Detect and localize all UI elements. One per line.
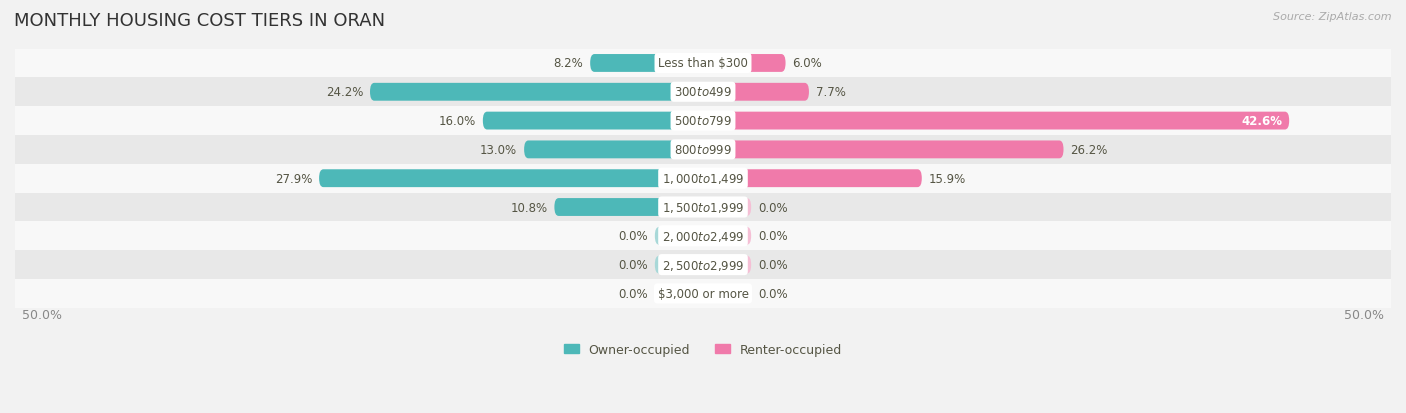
Text: 0.0%: 0.0% bbox=[619, 287, 648, 300]
FancyBboxPatch shape bbox=[15, 251, 1391, 279]
Text: 26.2%: 26.2% bbox=[1070, 144, 1108, 157]
Text: 16.0%: 16.0% bbox=[439, 115, 477, 128]
FancyBboxPatch shape bbox=[703, 141, 1063, 159]
FancyBboxPatch shape bbox=[319, 170, 703, 188]
Text: 50.0%: 50.0% bbox=[22, 309, 62, 322]
Text: 7.7%: 7.7% bbox=[815, 86, 845, 99]
FancyBboxPatch shape bbox=[703, 285, 751, 303]
FancyBboxPatch shape bbox=[655, 285, 703, 303]
Text: $500 to $799: $500 to $799 bbox=[673, 115, 733, 128]
FancyBboxPatch shape bbox=[703, 256, 751, 274]
FancyBboxPatch shape bbox=[703, 227, 751, 245]
Text: 0.0%: 0.0% bbox=[758, 259, 787, 271]
FancyBboxPatch shape bbox=[15, 107, 1391, 135]
Text: $2,500 to $2,999: $2,500 to $2,999 bbox=[662, 258, 744, 272]
Text: 0.0%: 0.0% bbox=[619, 230, 648, 243]
FancyBboxPatch shape bbox=[15, 78, 1391, 107]
Text: 0.0%: 0.0% bbox=[758, 201, 787, 214]
Text: 42.6%: 42.6% bbox=[1241, 115, 1282, 128]
Text: Less than $300: Less than $300 bbox=[658, 57, 748, 70]
FancyBboxPatch shape bbox=[15, 164, 1391, 193]
FancyBboxPatch shape bbox=[15, 279, 1391, 308]
Text: 0.0%: 0.0% bbox=[758, 230, 787, 243]
Text: Source: ZipAtlas.com: Source: ZipAtlas.com bbox=[1274, 12, 1392, 22]
FancyBboxPatch shape bbox=[15, 193, 1391, 222]
Text: 13.0%: 13.0% bbox=[479, 144, 517, 157]
Text: 6.0%: 6.0% bbox=[793, 57, 823, 70]
FancyBboxPatch shape bbox=[482, 112, 703, 130]
Text: $1,500 to $1,999: $1,500 to $1,999 bbox=[662, 201, 744, 214]
Text: 15.9%: 15.9% bbox=[929, 172, 966, 185]
Text: 27.9%: 27.9% bbox=[274, 172, 312, 185]
FancyBboxPatch shape bbox=[703, 84, 808, 102]
Text: $1,000 to $1,499: $1,000 to $1,499 bbox=[662, 172, 744, 186]
FancyBboxPatch shape bbox=[554, 199, 703, 216]
FancyBboxPatch shape bbox=[703, 55, 786, 73]
FancyBboxPatch shape bbox=[15, 50, 1391, 78]
FancyBboxPatch shape bbox=[15, 135, 1391, 164]
FancyBboxPatch shape bbox=[655, 227, 703, 245]
Text: 0.0%: 0.0% bbox=[619, 259, 648, 271]
Text: $3,000 or more: $3,000 or more bbox=[658, 287, 748, 300]
FancyBboxPatch shape bbox=[655, 256, 703, 274]
Text: 0.0%: 0.0% bbox=[758, 287, 787, 300]
FancyBboxPatch shape bbox=[703, 112, 1289, 130]
Text: $800 to $999: $800 to $999 bbox=[673, 144, 733, 157]
Text: 10.8%: 10.8% bbox=[510, 201, 547, 214]
FancyBboxPatch shape bbox=[703, 199, 751, 216]
Text: $2,000 to $2,499: $2,000 to $2,499 bbox=[662, 229, 744, 243]
Text: 50.0%: 50.0% bbox=[1344, 309, 1384, 322]
FancyBboxPatch shape bbox=[15, 222, 1391, 251]
Text: MONTHLY HOUSING COST TIERS IN ORAN: MONTHLY HOUSING COST TIERS IN ORAN bbox=[14, 12, 385, 30]
FancyBboxPatch shape bbox=[703, 170, 922, 188]
Legend: Owner-occupied, Renter-occupied: Owner-occupied, Renter-occupied bbox=[558, 338, 848, 361]
FancyBboxPatch shape bbox=[524, 141, 703, 159]
Text: 8.2%: 8.2% bbox=[554, 57, 583, 70]
FancyBboxPatch shape bbox=[591, 55, 703, 73]
FancyBboxPatch shape bbox=[370, 84, 703, 102]
Text: $300 to $499: $300 to $499 bbox=[673, 86, 733, 99]
Text: 24.2%: 24.2% bbox=[326, 86, 363, 99]
